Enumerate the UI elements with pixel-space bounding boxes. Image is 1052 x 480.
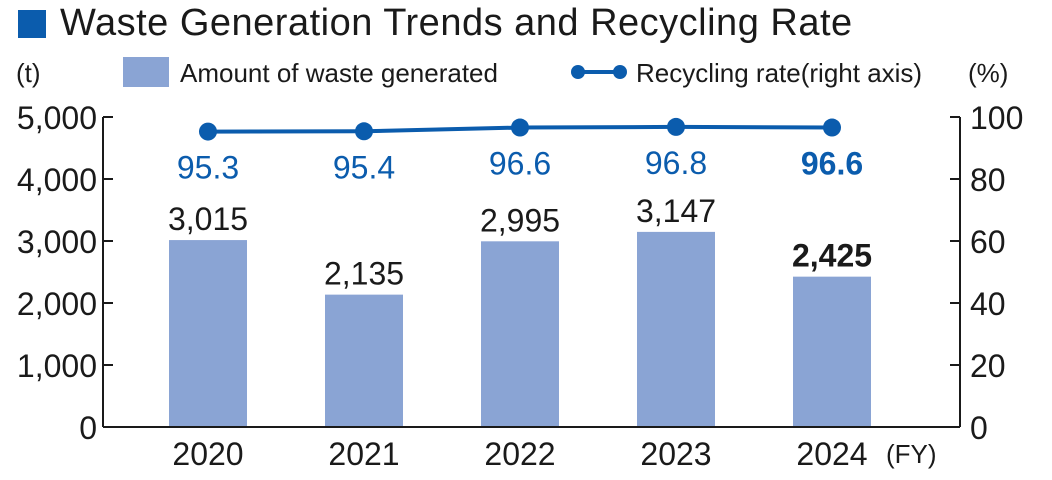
x-tick-label: 2022: [484, 436, 555, 472]
left-axis-unit: (t): [16, 58, 41, 88]
x-tick-label: 2024: [796, 436, 867, 472]
line-point-2023: [667, 117, 685, 136]
right-tick-label: 0: [970, 410, 988, 446]
left-tick-label: 3,000: [17, 224, 97, 260]
left-tick-label: 5,000: [17, 100, 97, 136]
waste-data-label: 3,015: [168, 201, 248, 237]
line-point-2020: [199, 122, 217, 141]
rate-data-label: 95.4: [333, 149, 395, 185]
legend-swatch-dot-left: [571, 65, 585, 79]
x-tick-label: 2023: [640, 436, 711, 472]
legend-swatch-dot-right: [613, 65, 627, 79]
left-tick-label: 1,000: [17, 348, 97, 384]
x-axis-unit: (FY): [886, 439, 937, 469]
line-point-2024: [823, 118, 841, 137]
rate-data-label: 95.3: [177, 150, 239, 186]
x-tick-label: 2021: [328, 436, 399, 472]
rate-data-label: 96.6: [801, 146, 863, 182]
waste-data-label: 2,135: [324, 256, 404, 292]
left-tick-label: 0: [79, 410, 97, 446]
bar-2021: [325, 294, 403, 427]
right-tick-label: 80: [970, 162, 1006, 198]
right-tick-label: 60: [970, 224, 1006, 260]
left-tick-label: 4,000: [17, 162, 97, 198]
line-point-2021: [355, 122, 373, 141]
right-tick-label: 40: [970, 286, 1006, 322]
waste-data-label: 2,425: [792, 238, 872, 274]
bar-2022: [481, 241, 559, 427]
right-tick-label: 100: [970, 100, 1023, 136]
right-axis-unit: (%): [968, 58, 1008, 88]
bar-2023: [637, 231, 715, 427]
bar-2024: [793, 276, 871, 427]
waste-data-label: 2,995: [480, 202, 560, 238]
left-tick-label: 2,000: [17, 286, 97, 322]
title-marker-square: [18, 10, 46, 38]
bar-2020: [169, 240, 247, 427]
line-point-2022: [511, 118, 529, 137]
x-tick-label: 2020: [172, 436, 243, 472]
rate-data-label: 96.6: [489, 146, 551, 182]
legend-swatch-bar: [123, 57, 169, 87]
legend-label-bar: Amount of waste generated: [180, 58, 498, 88]
waste-data-label: 3,147: [636, 193, 716, 229]
legend-label-line: Recycling rate(right axis): [636, 58, 922, 88]
chart-title: Waste Generation Trends and Recycling Ra…: [60, 2, 853, 44]
right-tick-label: 20: [970, 348, 1006, 384]
rate-data-label: 96.8: [645, 145, 707, 181]
